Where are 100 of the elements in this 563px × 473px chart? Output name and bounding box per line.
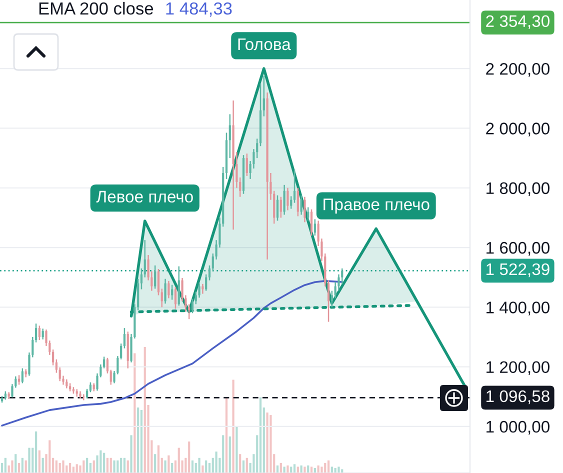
bar bbox=[34, 431, 38, 473]
bar bbox=[246, 458, 248, 473]
bar bbox=[82, 460, 85, 473]
candlestick bbox=[89, 382, 92, 393]
bar bbox=[106, 458, 109, 473]
bar bbox=[157, 445, 160, 473]
bar bbox=[242, 460, 245, 473]
bar bbox=[320, 466, 323, 473]
bar bbox=[113, 460, 116, 473]
bar bbox=[232, 380, 234, 473]
bar bbox=[126, 460, 129, 473]
bar bbox=[178, 448, 180, 473]
bar bbox=[92, 460, 95, 473]
candlestick bbox=[140, 268, 143, 290]
candlestick bbox=[160, 288, 163, 308]
bar bbox=[266, 412, 268, 473]
annotation: 1 484,33 bbox=[166, 2, 232, 17]
candlestick bbox=[327, 280, 330, 322]
candlestick bbox=[205, 274, 208, 292]
annotation: EMA 200 close bbox=[39, 2, 154, 15]
candlestick bbox=[262, 75, 265, 117]
bar bbox=[100, 450, 102, 473]
bar bbox=[14, 454, 17, 473]
bar bbox=[21, 458, 24, 473]
bar bbox=[222, 435, 224, 473]
bar bbox=[239, 454, 242, 473]
candlestick bbox=[293, 168, 296, 204]
candlestick bbox=[174, 286, 177, 310]
bar bbox=[338, 466, 340, 473]
candlestick bbox=[86, 388, 88, 400]
candlestick bbox=[202, 283, 204, 294]
candlestick bbox=[228, 114, 231, 159]
candlestick bbox=[38, 325, 41, 341]
bar bbox=[191, 460, 194, 473]
candlestick bbox=[283, 184, 286, 216]
bar bbox=[290, 466, 292, 473]
candlestick bbox=[21, 368, 24, 384]
candlestick bbox=[286, 187, 289, 211]
bar bbox=[228, 436, 231, 473]
y-tick-label: 1 400,00 bbox=[486, 302, 550, 316]
candlestick bbox=[276, 194, 279, 222]
candlestick bbox=[314, 218, 316, 236]
candlestick bbox=[154, 264, 156, 290]
bar bbox=[42, 458, 44, 473]
candlestick bbox=[310, 208, 313, 236]
candlestick bbox=[191, 298, 194, 314]
candlestick bbox=[144, 239, 146, 278]
bar bbox=[130, 435, 132, 473]
candlestick bbox=[208, 264, 211, 281]
candlestick bbox=[171, 284, 174, 300]
candlestick bbox=[280, 196, 282, 218]
ref-line-label: 1 522,39 bbox=[486, 263, 550, 278]
bar bbox=[330, 466, 333, 473]
bar bbox=[154, 454, 156, 473]
bar bbox=[103, 452, 106, 473]
ref-line-label: 1 096,58 bbox=[486, 390, 550, 404]
annotation: Голова bbox=[238, 38, 291, 50]
bar bbox=[110, 458, 112, 473]
candlestick bbox=[307, 206, 310, 222]
annotation: Левое плечо bbox=[96, 190, 193, 203]
bar bbox=[24, 460, 27, 473]
candlestick bbox=[296, 187, 299, 217]
bar bbox=[215, 452, 218, 473]
candlestick bbox=[123, 327, 126, 349]
ref-line-label: 2 354,30 bbox=[486, 15, 550, 30]
bar bbox=[286, 465, 289, 473]
candlestick bbox=[42, 328, 44, 340]
bar bbox=[86, 458, 88, 473]
bar bbox=[236, 426, 238, 473]
candlestick bbox=[246, 152, 248, 177]
bar bbox=[137, 407, 140, 473]
bar bbox=[123, 458, 126, 473]
bar bbox=[28, 448, 30, 473]
bar bbox=[116, 460, 119, 473]
candlestick bbox=[290, 196, 292, 210]
bar bbox=[310, 466, 313, 473]
bar bbox=[144, 347, 146, 473]
candlestick bbox=[300, 194, 302, 216]
bar bbox=[296, 466, 299, 473]
bar bbox=[120, 458, 122, 473]
candlestick bbox=[58, 366, 61, 382]
bar bbox=[11, 460, 14, 473]
bar bbox=[293, 464, 296, 473]
bar bbox=[188, 442, 190, 473]
bar bbox=[164, 460, 166, 473]
bar bbox=[55, 460, 58, 473]
y-tick-label: 2 000,00 bbox=[486, 122, 550, 136]
bar bbox=[72, 466, 75, 473]
bar bbox=[140, 410, 143, 473]
bar bbox=[283, 466, 286, 473]
bar bbox=[38, 450, 41, 473]
candlestick bbox=[178, 266, 180, 306]
annotation: Правое плечо bbox=[324, 198, 430, 214]
bar bbox=[48, 440, 51, 473]
bar bbox=[270, 415, 272, 473]
bar bbox=[62, 460, 64, 473]
bar bbox=[76, 464, 78, 473]
bar bbox=[205, 460, 208, 473]
bar bbox=[4, 458, 6, 473]
y-tick-label: 1 800,00 bbox=[486, 182, 550, 196]
